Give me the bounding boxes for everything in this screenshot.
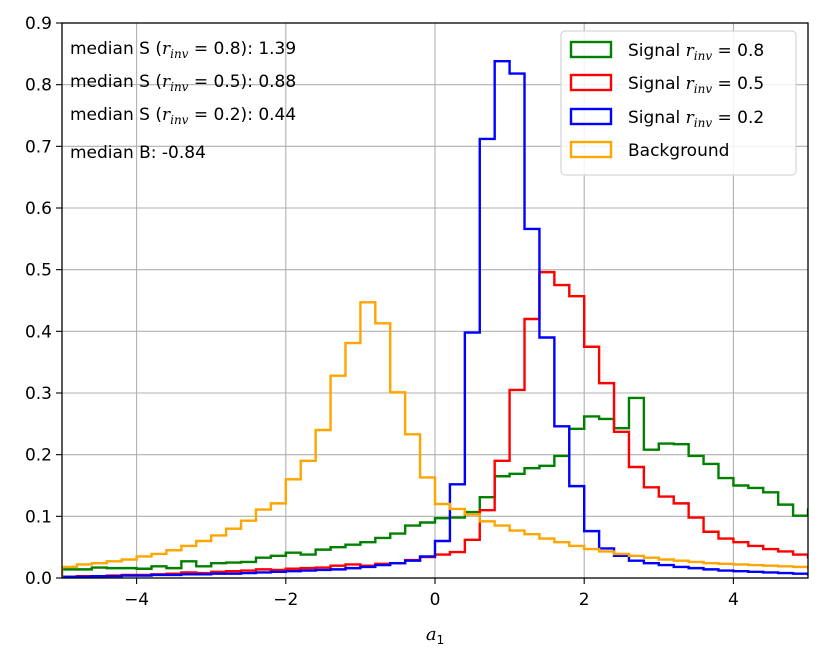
legend-swatch-4 bbox=[569, 140, 613, 159]
y-tick-label: 0.4 bbox=[25, 322, 52, 342]
legend-label-2: Signal rinv = 0.5 bbox=[628, 74, 764, 96]
legend-swatch-1 bbox=[569, 40, 613, 59]
legend-swatch-2 bbox=[569, 73, 613, 92]
y-tick-label: 0.6 bbox=[25, 199, 52, 219]
histogram-series-3 bbox=[62, 60, 808, 578]
legend-swatch-3 bbox=[569, 107, 613, 126]
legend-label-3: Signal rinv = 0.2 bbox=[628, 108, 764, 130]
y-tick-label: 0.0 bbox=[25, 569, 52, 589]
y-tick-label: 0.2 bbox=[25, 446, 52, 466]
x-tick-label: 4 bbox=[728, 590, 739, 610]
median-annotation-2: median S (rinv = 0.5): 0.88 bbox=[70, 72, 296, 94]
y-tick-label: 0.7 bbox=[25, 137, 52, 157]
axes: −4 −2 0 2 4 0.0 0.1 0.2 0.3 0.4 0.5 0.6 0.7 0.8 0.9 a1 bbox=[25, 14, 809, 647]
legend: Signal rinv = 0.8 Signal rinv = 0.5 Signal… bbox=[560, 30, 797, 176]
y-tick-label: 0.5 bbox=[25, 261, 52, 281]
x-tick-label: 2 bbox=[579, 590, 590, 610]
x-tick-label: −2 bbox=[273, 590, 298, 610]
median-annotation-3: median S (rinv = 0.2): 0.44 bbox=[70, 105, 296, 127]
median-annotation-4: median B: -0.84 bbox=[70, 143, 206, 163]
median-annotation-1: median S (rinv = 0.8): 1.39 bbox=[70, 39, 296, 61]
y-tick-label: 0.9 bbox=[25, 14, 52, 34]
legend-label-4: Background bbox=[628, 141, 729, 161]
median-annotations: median S (rinv = 0.8): 1.39 median S (rin… bbox=[70, 39, 296, 163]
histogram-series-1 bbox=[62, 396, 808, 578]
x-tick-label: 0 bbox=[430, 590, 441, 610]
x-tick-label: −4 bbox=[124, 590, 149, 610]
histogram-series-4 bbox=[62, 301, 808, 578]
legend-box bbox=[560, 30, 797, 176]
legend-label-1: Signal rinv = 0.8 bbox=[628, 41, 764, 63]
x-axis-label: a1 bbox=[426, 624, 444, 647]
y-tick-label: 0.3 bbox=[25, 384, 52, 404]
series-layer bbox=[62, 60, 808, 578]
y-tick-label: 0.8 bbox=[25, 76, 52, 96]
histogram-series-2 bbox=[62, 270, 808, 578]
y-tick-label: 0.1 bbox=[25, 507, 52, 527]
